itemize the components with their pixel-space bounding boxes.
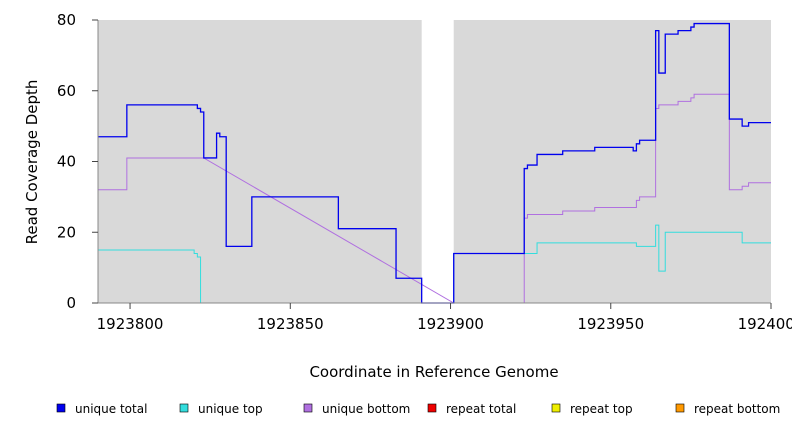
- x-tick-label: 1923850: [257, 315, 324, 333]
- x-tick-label: 1924000: [738, 315, 792, 333]
- legend-label: repeat top: [570, 402, 633, 416]
- series-line-unique-top: [98, 224, 771, 304]
- series-line-unique-bottom: [98, 93, 771, 304]
- series-line-unique-total: [98, 22, 771, 304]
- legend-label: unique total: [75, 402, 147, 416]
- legend-label: unique bottom: [322, 402, 410, 416]
- legend-item-unique-bottom: unique bottom: [303, 402, 410, 416]
- x-tick-label: 1923900: [417, 315, 484, 333]
- legend-item-repeat-total: repeat total: [427, 402, 516, 416]
- legend-label: repeat total: [446, 402, 516, 416]
- legend-swatch: [551, 403, 561, 413]
- gap-region: [421, 20, 454, 303]
- y-tick-label: 20: [57, 223, 76, 241]
- axis-layer: 0 20 40 60 80 1923800 1923850 1923900 1923950 192…: [57, 11, 792, 333]
- legend: unique total unique top unique bottom repea…: [56, 402, 780, 416]
- x-tick-label: 1923800: [97, 315, 164, 333]
- legend-label: repeat bottom: [694, 402, 780, 416]
- y-axis-title: Read Coverage Depth: [23, 80, 41, 245]
- y-tick-label: 40: [57, 153, 76, 171]
- legend-item-unique-top: unique top: [179, 402, 263, 416]
- legend-swatch: [427, 403, 437, 413]
- legend-swatch: [675, 403, 685, 413]
- y-tick-label: 80: [57, 11, 76, 29]
- y-tick-label: 0: [66, 294, 76, 312]
- x-tick-label: 1923950: [577, 315, 644, 333]
- legend-swatch: [179, 403, 189, 413]
- legend-item-unique-total: unique total: [56, 402, 147, 416]
- x-axis-title: Coordinate in Reference Genome: [309, 363, 558, 381]
- legend-item-repeat-top: repeat top: [551, 402, 633, 416]
- legend-label: unique top: [198, 402, 263, 416]
- y-tick-label: 60: [57, 82, 76, 100]
- legend-swatch: [303, 403, 313, 413]
- legend-item-repeat-bottom: repeat bottom: [675, 402, 780, 416]
- legend-swatch: [56, 403, 66, 413]
